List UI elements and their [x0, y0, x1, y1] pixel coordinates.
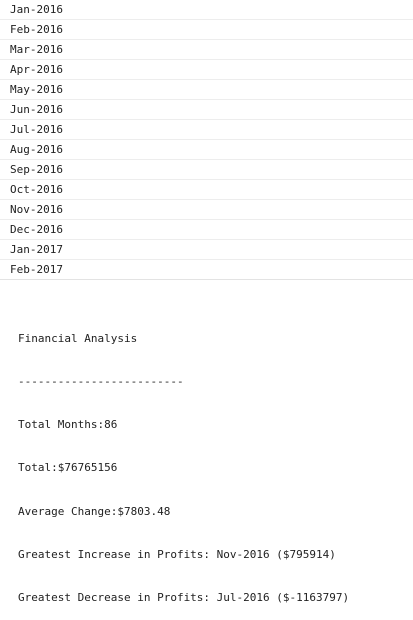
list-item: Jun-2016: [0, 100, 413, 120]
list-item: Sep-2016: [0, 160, 413, 180]
list-item: Dec-2016: [0, 220, 413, 240]
greatest-decrease-line: Greatest Decrease in Profits: Jul-2016 (…: [18, 591, 350, 605]
list-item: Jan-2017: [0, 240, 413, 260]
list-item: May-2016: [0, 80, 413, 100]
list-item: Feb-2016: [0, 20, 413, 40]
total-months-line: Total Months:86: [18, 418, 118, 432]
analysis-title: Financial Analysis: [18, 331, 138, 345]
list-item: Jan-2016: [0, 0, 413, 20]
analysis-divider: -------------------------: [18, 375, 184, 389]
list-item: Oct-2016: [0, 180, 413, 200]
list-item: Aug-2016: [0, 140, 413, 160]
average-change-line: Average Change:$7803.48: [18, 504, 171, 518]
list-item: Feb-2017: [0, 260, 413, 280]
list-item: Jul-2016: [0, 120, 413, 140]
total-line: Total:$76765156: [18, 461, 118, 475]
list-item: Nov-2016: [0, 200, 413, 220]
list-item: Mar-2016: [0, 40, 413, 60]
month-list: Jan-2016 Feb-2016 Mar-2016 Apr-2016 May-…: [0, 0, 413, 280]
financial-analysis-output: Financial Analysis ---------------------…: [18, 303, 408, 620]
greatest-increase-line: Greatest Increase in Profits: Nov-2016 (…: [18, 547, 336, 561]
list-item: Apr-2016: [0, 60, 413, 80]
